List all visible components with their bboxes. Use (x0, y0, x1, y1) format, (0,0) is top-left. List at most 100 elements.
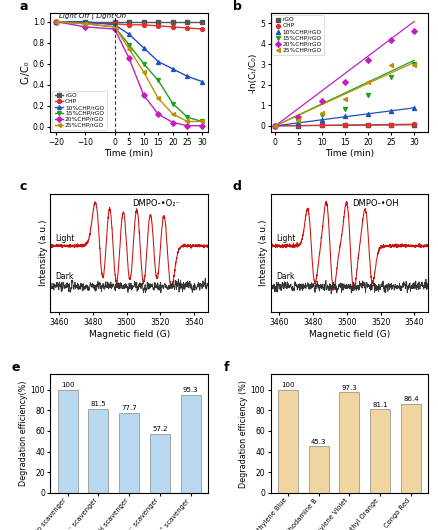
CHP (141, 22, 146, 28)
25%CHP/rGO (83, 21, 88, 27)
10%CHP/rGO (271, 121, 278, 130)
rGO (83, 19, 88, 25)
15%CHP/rGO (83, 21, 88, 27)
10%CHP/rGO (141, 45, 146, 51)
Text: 100: 100 (61, 382, 74, 388)
25%CHP/rGO (294, 116, 301, 124)
20%CHP/rGO (199, 122, 204, 129)
X-axis label: Time (min): Time (min) (324, 149, 373, 158)
15%CHP/rGO (364, 91, 371, 99)
Text: 97.3: 97.3 (341, 385, 357, 391)
Bar (88, 409, 108, 493)
CHP (271, 121, 278, 130)
Line: 25%CHP/rGO: 25%CHP/rGO (54, 20, 203, 123)
Text: 95.3: 95.3 (182, 387, 198, 393)
Y-axis label: Degradation efficiency(%): Degradation efficiency(%) (18, 381, 28, 487)
rGO (112, 19, 117, 25)
CHP (184, 25, 190, 31)
15%CHP/rGO (410, 60, 417, 69)
Line: 15%CHP/rGO: 15%CHP/rGO (54, 20, 203, 123)
Text: 45.3: 45.3 (310, 439, 325, 445)
20%CHP/rGO (364, 56, 371, 64)
10%CHP/rGO (294, 119, 301, 127)
X-axis label: Magnetic field (G): Magnetic field (G) (308, 330, 389, 339)
20%CHP/rGO (318, 97, 325, 105)
20%CHP/rGO (410, 27, 417, 36)
Bar (308, 446, 328, 493)
Text: d: d (233, 180, 241, 193)
10%CHP/rGO (199, 78, 204, 85)
CHP (410, 120, 417, 129)
Text: e: e (11, 360, 20, 374)
CHP (112, 21, 117, 27)
rGO (53, 19, 59, 25)
10%CHP/rGO (126, 31, 131, 38)
Text: 86.4: 86.4 (402, 396, 418, 402)
rGO (271, 121, 278, 130)
15%CHP/rGO (387, 72, 394, 81)
Bar (57, 390, 78, 493)
CHP (53, 19, 59, 25)
20%CHP/rGO (53, 19, 59, 25)
20%CHP/rGO (170, 119, 175, 126)
rGO (340, 121, 347, 130)
15%CHP/rGO (199, 118, 204, 125)
Text: Dark: Dark (56, 272, 74, 281)
rGO (184, 19, 190, 25)
Text: Light Off | Light On: Light Off | Light On (59, 13, 126, 20)
20%CHP/rGO (184, 122, 190, 129)
25%CHP/rGO (199, 118, 204, 125)
25%CHP/rGO (155, 95, 161, 102)
Line: rGO: rGO (54, 20, 203, 24)
Text: 81.1: 81.1 (371, 402, 387, 408)
Text: c: c (19, 180, 26, 193)
CHP (364, 120, 371, 129)
Legend: rGO, CHP, 10%CHP/rGO, 15%CHP/rGO, 20%CHP/rGO, 25%CHP/rGO: rGO, CHP, 10%CHP/rGO, 15%CHP/rGO, 20%CHP… (52, 91, 106, 130)
20%CHP/rGO (141, 92, 146, 99)
CHP (83, 20, 88, 26)
10%CHP/rGO (112, 22, 117, 28)
25%CHP/rGO (53, 19, 59, 25)
20%CHP/rGO (340, 78, 347, 87)
15%CHP/rGO (294, 117, 301, 125)
15%CHP/rGO (126, 41, 131, 48)
rGO (364, 121, 371, 129)
20%CHP/rGO (294, 113, 301, 121)
Text: f: f (223, 360, 229, 374)
Text: Light: Light (56, 234, 75, 243)
Y-axis label: Intensity (a.u.): Intensity (a.u.) (258, 220, 267, 286)
20%CHP/rGO (387, 36, 394, 44)
Line: 10%CHP/rGO: 10%CHP/rGO (54, 20, 203, 84)
Bar (339, 392, 359, 493)
rGO (126, 19, 131, 25)
10%CHP/rGO (410, 104, 417, 113)
Bar (277, 390, 297, 493)
10%CHP/rGO (155, 58, 161, 65)
25%CHP/rGO (126, 46, 131, 52)
15%CHP/rGO (170, 100, 175, 107)
15%CHP/rGO (141, 60, 146, 67)
rGO (318, 121, 325, 130)
Text: Light: Light (275, 234, 294, 243)
25%CHP/rGO (410, 61, 417, 69)
rGO (410, 121, 417, 129)
15%CHP/rGO (112, 24, 117, 30)
rGO (199, 19, 204, 25)
25%CHP/rGO (364, 78, 371, 87)
rGO (141, 19, 146, 25)
X-axis label: Magnetic field (G): Magnetic field (G) (88, 330, 170, 339)
25%CHP/rGO (112, 24, 117, 30)
25%CHP/rGO (318, 108, 325, 117)
Bar (369, 409, 389, 493)
Y-axis label: Cₜ/C₀: Cₜ/C₀ (20, 61, 30, 84)
15%CHP/rGO (53, 19, 59, 25)
20%CHP/rGO (271, 121, 278, 130)
Line: CHP: CHP (54, 20, 203, 31)
Legend: rGO, CHP, 10%CHP/rGO, 15%CHP/rGO, 20%CHP/rGO, 25%CHP/rGO: rGO, CHP, 10%CHP/rGO, 15%CHP/rGO, 20%CHP… (272, 15, 323, 55)
Text: a: a (19, 0, 28, 13)
Text: Dark: Dark (275, 272, 293, 281)
15%CHP/rGO (318, 111, 325, 120)
20%CHP/rGO (83, 24, 88, 30)
10%CHP/rGO (364, 109, 371, 118)
Y-axis label: Degradation efficiency (%): Degradation efficiency (%) (238, 379, 247, 488)
